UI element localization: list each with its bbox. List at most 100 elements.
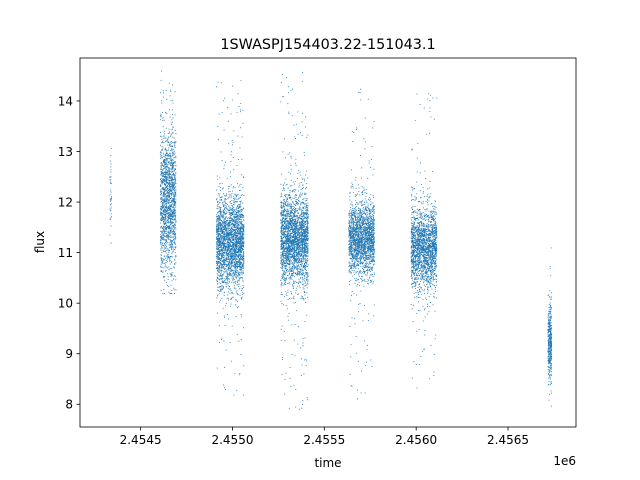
data-point (226, 277, 228, 279)
data-point (285, 194, 287, 196)
data-point (238, 220, 239, 222)
data-point (161, 175, 163, 176)
data-point (230, 113, 232, 115)
data-point (171, 274, 173, 276)
data-point (231, 234, 233, 235)
data-point (235, 233, 237, 235)
data-point (236, 255, 238, 257)
data-point (241, 258, 243, 260)
data-point (163, 162, 165, 164)
data-point (221, 338, 223, 340)
data-point (233, 219, 235, 221)
data-point (240, 254, 242, 256)
data-point (228, 263, 230, 265)
data-point (306, 397, 308, 399)
data-point (231, 204, 233, 206)
data-point (172, 186, 174, 188)
data-point (240, 313, 242, 315)
data-point (167, 138, 169, 140)
data-point (218, 274, 220, 276)
data-point (239, 209, 241, 211)
data-point (297, 240, 299, 242)
data-point (169, 204, 171, 206)
data-point (228, 214, 230, 216)
data-point (160, 217, 162, 219)
data-point (160, 207, 162, 209)
data-point (233, 220, 235, 222)
data-point (222, 274, 224, 275)
data-point (168, 195, 170, 197)
data-point (223, 216, 225, 218)
data-point (223, 384, 224, 386)
data-point (217, 269, 218, 271)
data-point (220, 258, 222, 260)
data-point (167, 276, 169, 278)
data-point (298, 261, 299, 263)
data-point (235, 248, 237, 250)
data-point (280, 246, 282, 248)
data-point (169, 159, 171, 161)
data-point (239, 245, 241, 247)
data-point (162, 216, 164, 218)
data-point (234, 208, 236, 210)
data-point (228, 267, 230, 268)
data-point (166, 150, 168, 152)
data-point (230, 251, 232, 253)
data-point (166, 206, 168, 207)
data-point (169, 145, 171, 147)
data-point (226, 251, 227, 253)
data-point (287, 257, 289, 259)
data-point (164, 293, 166, 294)
data-point (174, 248, 176, 250)
data-point (163, 200, 165, 202)
data-point (243, 232, 245, 234)
data-point (165, 270, 167, 272)
data-point (171, 178, 173, 180)
data-point (175, 201, 177, 202)
data-point (168, 192, 170, 194)
data-point (232, 141, 234, 143)
data-point (167, 232, 169, 234)
data-point (281, 275, 283, 277)
data-point (232, 157, 234, 158)
data-point (165, 200, 167, 202)
data-point (173, 188, 174, 190)
data-point (242, 279, 244, 281)
data-point (217, 267, 219, 269)
data-point (241, 264, 243, 265)
data-point (296, 260, 298, 262)
data-point (162, 180, 164, 182)
data-point (227, 235, 229, 237)
data-point (224, 223, 226, 225)
data-point (229, 171, 231, 173)
data-point (171, 163, 173, 165)
data-point (234, 264, 236, 266)
data-point (234, 232, 235, 233)
data-point (286, 239, 288, 241)
data-point (303, 288, 305, 290)
data-point (216, 236, 218, 238)
data-point (168, 227, 170, 229)
data-point (234, 225, 236, 227)
data-point (225, 221, 227, 223)
data-point (170, 160, 172, 161)
data-point (161, 142, 163, 144)
data-point (169, 192, 171, 194)
data-point (288, 92, 289, 94)
data-point (243, 223, 245, 225)
data-point (232, 205, 234, 207)
data-point (222, 244, 224, 246)
data-point (237, 216, 238, 218)
data-point (173, 201, 175, 203)
data-point (217, 221, 219, 223)
data-point (281, 73, 283, 75)
data-point (168, 176, 170, 178)
data-point (168, 191, 170, 193)
data-point (217, 241, 219, 243)
data-point (160, 233, 162, 235)
data-point (173, 191, 175, 193)
data-point (169, 213, 171, 215)
data-point (221, 244, 223, 246)
data-point (218, 276, 220, 277)
data-point (164, 163, 166, 165)
